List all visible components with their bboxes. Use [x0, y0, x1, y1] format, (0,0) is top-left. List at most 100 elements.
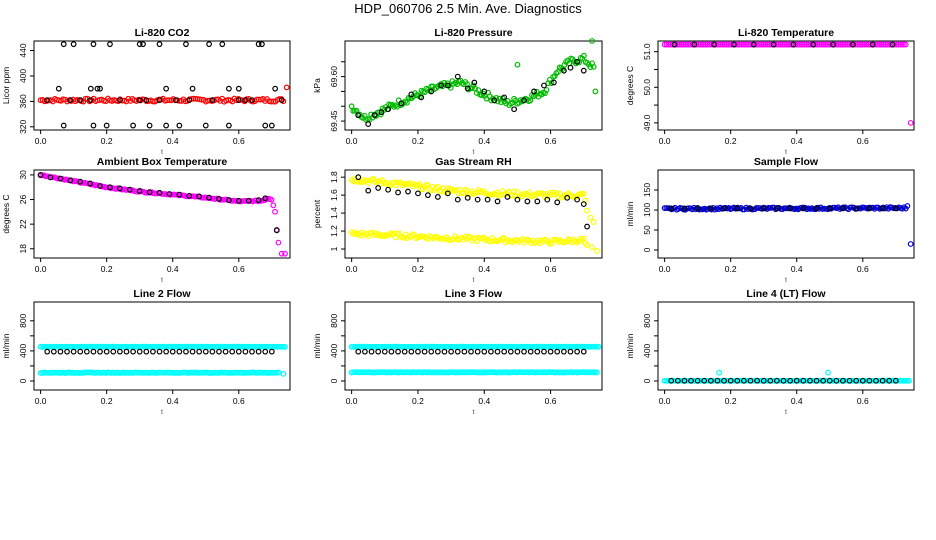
- data-point: [97, 183, 103, 189]
- data-point: [408, 348, 415, 355]
- data-point: [395, 189, 401, 196]
- x-tick-label: 0.4: [167, 396, 179, 406]
- data-point: [798, 41, 804, 48]
- data-point: [853, 377, 860, 384]
- data-point: [87, 180, 94, 187]
- data-point: [408, 91, 415, 98]
- data-point: [494, 348, 501, 355]
- data-point: [428, 348, 435, 355]
- data-layer: [661, 203, 914, 247]
- data-point: [770, 41, 777, 48]
- data-point: [774, 377, 780, 384]
- x-axis-label: t: [161, 409, 163, 416]
- data-point: [801, 41, 808, 48]
- y-tick-label: 100: [642, 203, 652, 217]
- x-tick-label: 0.6: [545, 396, 557, 406]
- data-point: [886, 41, 892, 48]
- data-point: [824, 41, 831, 48]
- data-point: [488, 348, 494, 355]
- data-point: [355, 348, 362, 355]
- data-point: [800, 377, 807, 384]
- data-point: [826, 41, 833, 48]
- data-point: [694, 377, 701, 384]
- data-point: [60, 122, 67, 129]
- data-point: [163, 85, 170, 92]
- data-point: [560, 67, 567, 74]
- data-point: [448, 348, 455, 355]
- x-tick-label: 0.0: [659, 264, 671, 274]
- plot-frame: [344, 169, 603, 259]
- data-point: [734, 41, 741, 48]
- data-point: [760, 205, 767, 212]
- data-point: [183, 348, 189, 355]
- data-point: [880, 41, 887, 48]
- x-axis-label: t: [785, 409, 787, 416]
- data-point: [355, 112, 362, 119]
- data-point: [262, 195, 269, 202]
- data-point: [156, 189, 163, 196]
- data-point: [727, 377, 734, 384]
- data-point: [57, 175, 64, 182]
- data-point: [481, 88, 488, 95]
- x-tick-label: 0.4: [478, 136, 490, 146]
- data-point: [807, 377, 813, 384]
- data-point: [594, 247, 600, 254]
- panel-title: Gas Stream RH: [435, 156, 511, 168]
- y-tick-label: 1.6: [329, 189, 339, 201]
- data-point: [682, 41, 689, 48]
- data-point: [278, 250, 285, 257]
- panel-title: Li-820 Pressure: [434, 27, 512, 39]
- data-point: [758, 41, 765, 48]
- data-point: [143, 348, 150, 355]
- data-point: [820, 41, 827, 48]
- data-point: [130, 348, 136, 355]
- data-point: [140, 41, 146, 48]
- data-point: [130, 122, 136, 129]
- y-tick-label: 400: [642, 344, 652, 358]
- data-point: [365, 121, 372, 127]
- data-point: [879, 377, 886, 384]
- data-point: [783, 41, 790, 48]
- x-tick-label: 0.2: [101, 136, 113, 146]
- data-point: [361, 348, 368, 355]
- data-point: [282, 343, 288, 350]
- data-point: [594, 369, 600, 376]
- y-axis-label: Licor ppm: [1, 67, 11, 104]
- data-point: [846, 41, 853, 48]
- data-layer: [37, 343, 288, 377]
- data-point: [697, 41, 704, 48]
- data-point: [580, 201, 587, 208]
- data-point: [375, 185, 382, 191]
- data-point: [747, 205, 754, 212]
- data-point: [544, 196, 551, 203]
- data-point: [760, 41, 767, 48]
- data-point: [150, 348, 156, 355]
- plot-frame: [657, 40, 915, 131]
- data-point: [371, 112, 378, 119]
- data-point: [268, 122, 275, 129]
- data-point: [800, 41, 806, 48]
- data-point: [444, 190, 451, 197]
- data-point: [780, 377, 787, 384]
- data-point: [534, 198, 541, 205]
- data-point: [668, 205, 675, 212]
- data-point: [856, 41, 862, 48]
- data-point: [907, 241, 914, 247]
- data-point: [461, 348, 468, 355]
- data-point: [415, 348, 421, 355]
- data-point: [44, 97, 51, 104]
- data-point: [405, 188, 411, 195]
- data-point: [774, 205, 780, 212]
- x-axis-label: t: [785, 277, 787, 284]
- data-point: [381, 348, 388, 355]
- data-point: [884, 41, 890, 48]
- data-point: [729, 41, 735, 48]
- data-point: [206, 41, 212, 48]
- data-point: [107, 41, 113, 48]
- panel-title: Ambient Box Temperature: [97, 156, 228, 168]
- data-point: [668, 377, 675, 384]
- data-point: [695, 41, 702, 48]
- data-point: [826, 377, 833, 384]
- data-point: [355, 174, 362, 181]
- data-point: [816, 41, 823, 48]
